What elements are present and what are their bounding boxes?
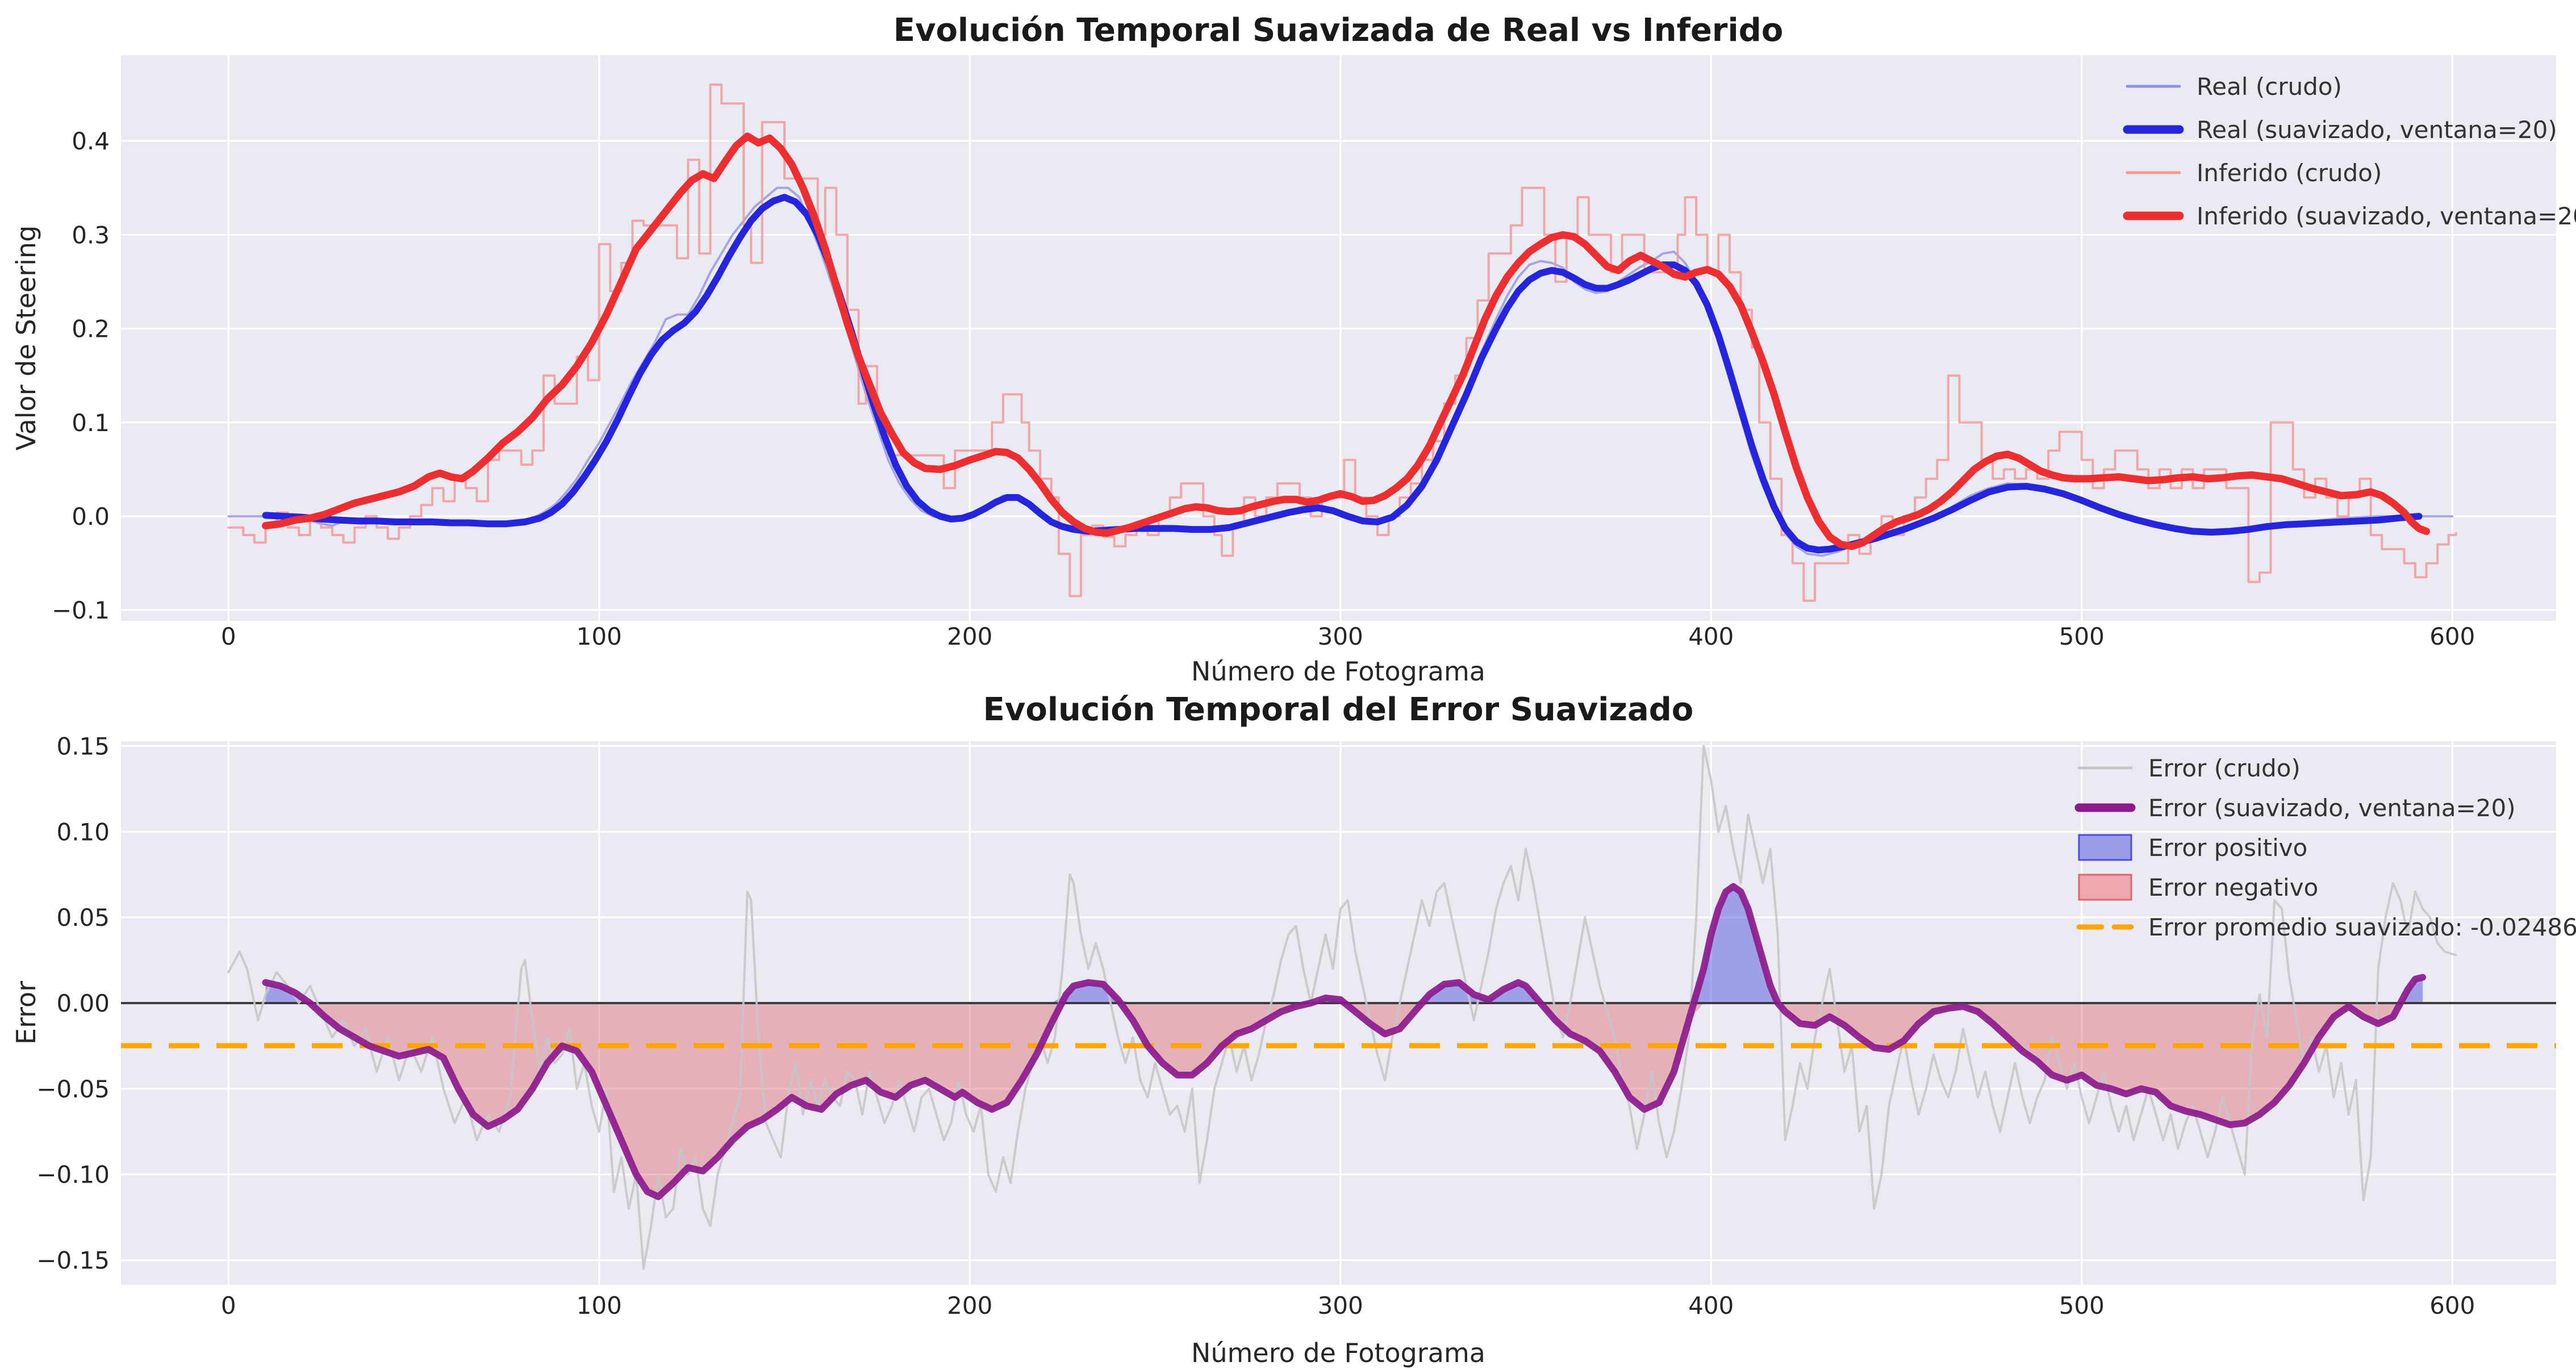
legend-item: Error positivo bbox=[2078, 834, 2307, 862]
series-real-suavizado bbox=[262, 194, 2423, 554]
y-tick-label: −0.15 bbox=[36, 1247, 110, 1275]
legend-label: Inferido (crudo) bbox=[2197, 159, 2382, 187]
x-tick-label: 0 bbox=[221, 623, 236, 650]
chart-error-xlabel: Número de Fotograma bbox=[1191, 1338, 1485, 1368]
x-tick-label: 300 bbox=[1318, 1292, 1363, 1319]
legend-item: Inferido (crudo) bbox=[2126, 159, 2382, 187]
y-tick-label: 0.00 bbox=[56, 989, 110, 1017]
y-tick-label: 0.05 bbox=[56, 904, 110, 932]
chart-steering-ylabel: Valor de Steering bbox=[11, 225, 41, 451]
chart-error-title: Evolución Temporal del Error Suavizado bbox=[983, 691, 1694, 728]
x-tick-label: 400 bbox=[1688, 623, 1734, 650]
y-tick-label: 0.4 bbox=[72, 127, 110, 155]
x-tick-label: 400 bbox=[1688, 1292, 1734, 1319]
chart-steering-xlabel: Número de Fotograma bbox=[1191, 656, 1485, 687]
x-tick-label: 100 bbox=[577, 623, 622, 650]
plot-area bbox=[121, 55, 2556, 621]
x-tick-label: 100 bbox=[577, 1292, 622, 1319]
y-tick-label: 0.3 bbox=[72, 221, 110, 249]
legend-label: Error positivo bbox=[2148, 834, 2307, 862]
series-inferido-suavizado bbox=[262, 132, 2431, 550]
legend-item: Real (crudo) bbox=[2126, 73, 2342, 101]
x-tick-label: 600 bbox=[2429, 623, 2475, 650]
legend-item: Error negativo bbox=[2078, 874, 2318, 901]
legend-swatch-positive bbox=[2078, 834, 2132, 861]
y-tick-label: 0.2 bbox=[72, 315, 110, 343]
legend-label: Inferido (suavizado, ventana=20) bbox=[2197, 202, 2576, 230]
series-error-suavizado bbox=[262, 883, 2427, 1200]
y-tick-label: −0.1 bbox=[52, 596, 110, 624]
x-tick-label: 200 bbox=[947, 623, 992, 650]
fill-negative bbox=[265, 1003, 2423, 1197]
y-tick-label: 0.15 bbox=[56, 732, 110, 760]
chart-steering-title: Evolución Temporal Suavizada de Real vs … bbox=[894, 12, 1784, 49]
x-tick-label: 600 bbox=[2429, 1292, 2475, 1319]
chart-steering: 0 100 200 300 400 500 600 −0.1 0.0 0.1 0.2 0.3 0.4 R… bbox=[11, 12, 2576, 687]
legend-item: Error promedio suavizado: -0.024867 bbox=[2076, 913, 2576, 941]
legend-item: Real (suavizado, ventana=20) bbox=[2123, 116, 2557, 144]
legend-item: Error (crudo) bbox=[2077, 754, 2301, 782]
series-error-crudo bbox=[227, 745, 2457, 1270]
legend-label: Error (crudo) bbox=[2148, 754, 2301, 782]
y-tick-label: 0.1 bbox=[72, 409, 110, 437]
y-tick-label: −0.10 bbox=[36, 1161, 110, 1189]
legend-label: Real (suavizado, ventana=20) bbox=[2197, 116, 2557, 144]
legend-label: Error (suavizado, ventana=20) bbox=[2148, 794, 2516, 822]
x-tick-label: 0 bbox=[221, 1292, 236, 1319]
legend-label: Error promedio suavizado: -0.024867 bbox=[2148, 913, 2576, 941]
legend-swatch-negative bbox=[2078, 874, 2132, 901]
x-tick-label: 500 bbox=[2059, 623, 2105, 650]
y-tick-label: 0.10 bbox=[56, 818, 110, 846]
x-tick-label: 200 bbox=[947, 1292, 992, 1319]
chart-error: 0 100 200 300 400 500 600 −0.15 −0.10 −0.05 0.00 0.… bbox=[11, 691, 2576, 1368]
x-tick-label: 300 bbox=[1318, 623, 1363, 650]
y-tick-label: −0.05 bbox=[36, 1075, 110, 1103]
chart-error-ylabel: Error bbox=[11, 981, 41, 1045]
y-tick-label: 0.0 bbox=[72, 503, 110, 531]
legend-label: Error negativo bbox=[2148, 874, 2318, 901]
series-inferido-crudo bbox=[227, 83, 2457, 602]
legend-item: Inferido (suavizado, ventana=20) bbox=[2123, 202, 2576, 230]
legend-item: Error (suavizado, ventana=20) bbox=[2074, 794, 2516, 822]
legend-label: Real (crudo) bbox=[2197, 73, 2342, 101]
x-tick-label: 500 bbox=[2059, 1292, 2105, 1319]
